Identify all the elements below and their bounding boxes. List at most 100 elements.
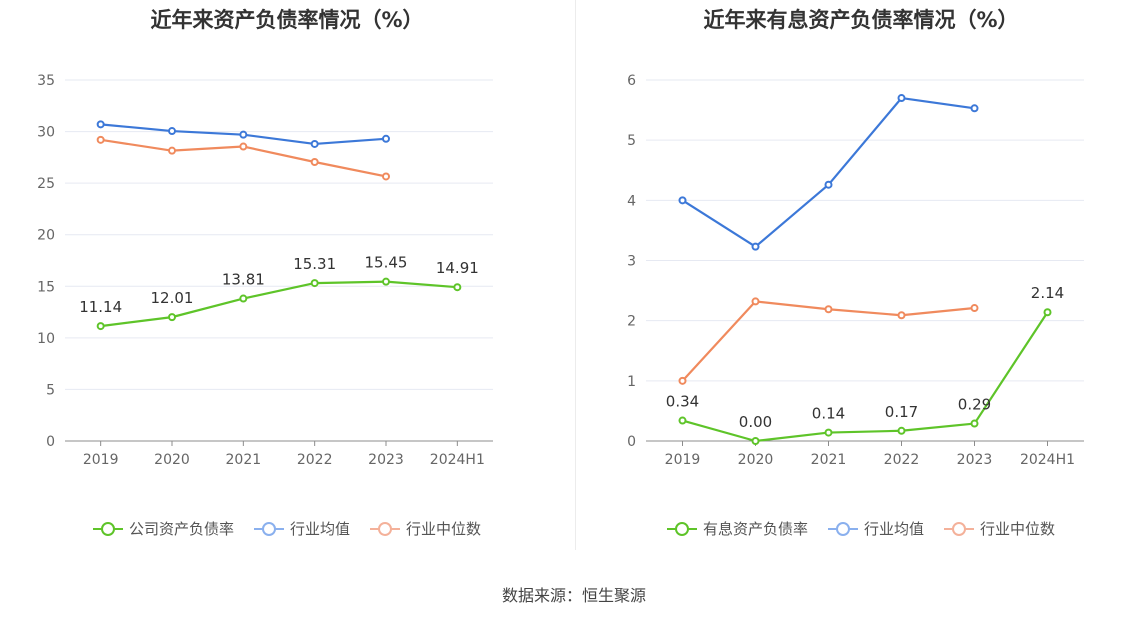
data-point bbox=[751, 437, 760, 445]
data-label: 0.14 bbox=[812, 405, 845, 423]
legend-label: 公司资产负债率 bbox=[128, 520, 234, 538]
data-point bbox=[824, 428, 833, 437]
series-line bbox=[681, 96, 975, 248]
data-point bbox=[310, 157, 319, 166]
legend-item-industry-median[interactable]: 行业中位数 bbox=[944, 518, 1055, 539]
data-point bbox=[382, 277, 390, 286]
legend-swatch-icon bbox=[944, 521, 974, 536]
legend-swatch-icon bbox=[666, 521, 697, 536]
data-label: 2.14 bbox=[1031, 284, 1064, 302]
data-label: 13.81 bbox=[222, 271, 265, 289]
y-tick-label: 5 bbox=[46, 382, 55, 398]
legend-item-interest-bearing[interactable]: 有息资产负债率 bbox=[666, 518, 808, 539]
data-point bbox=[824, 305, 833, 314]
data-point bbox=[1043, 308, 1052, 317]
x-tick-label: 2021 bbox=[226, 452, 262, 468]
x-tick-label: 2021 bbox=[811, 452, 847, 468]
data-point bbox=[678, 416, 687, 425]
data-point bbox=[382, 172, 390, 181]
y-tick-label: 0 bbox=[627, 434, 636, 450]
y-tick-label: 4 bbox=[627, 193, 636, 209]
legend-item-industry-mean[interactable]: 行业均值 bbox=[253, 518, 350, 539]
data-point bbox=[239, 142, 248, 151]
legend-label: 有息资产负债率 bbox=[702, 520, 808, 538]
data-source: 数据来源：恒生聚源 bbox=[501, 586, 646, 605]
data-point bbox=[453, 283, 462, 292]
y-tick-label: 6 bbox=[627, 73, 636, 89]
y-tick-label: 20 bbox=[37, 228, 55, 244]
series-line bbox=[681, 300, 975, 382]
y-tick-label: 30 bbox=[37, 125, 55, 141]
data-point bbox=[897, 311, 906, 320]
y-tick-label: 3 bbox=[627, 254, 636, 270]
chart-title: 近年来资产负债率情况（%） bbox=[150, 8, 424, 32]
data-label: 0.17 bbox=[885, 403, 918, 421]
chart-plot: 0 5 10 15 20 25 30 35 2019 2020 2021 2022 2023 2024H1… bbox=[37, 73, 493, 468]
data-label: 15.31 bbox=[293, 255, 336, 273]
data-point bbox=[897, 426, 906, 435]
data-point bbox=[239, 130, 248, 139]
x-tick-label: 2019 bbox=[665, 452, 701, 468]
data-point bbox=[678, 196, 687, 205]
legend-label: 行业均值 bbox=[289, 520, 350, 538]
x-tick-label: 2023 bbox=[368, 452, 404, 468]
data-point bbox=[310, 139, 319, 148]
x-tick-label: 2024H1 bbox=[1020, 452, 1075, 468]
data-point bbox=[751, 297, 760, 306]
legend-swatch-icon bbox=[92, 521, 123, 536]
data-point bbox=[239, 294, 248, 303]
data-point bbox=[96, 120, 105, 129]
legend-label: 行业中位数 bbox=[406, 520, 482, 538]
data-point bbox=[678, 376, 687, 385]
x-tick-label: 2022 bbox=[297, 452, 333, 468]
data-label: 12.01 bbox=[151, 289, 194, 307]
data-point bbox=[96, 322, 105, 331]
legend-swatch-icon bbox=[827, 521, 858, 536]
x-tick-label: 2020 bbox=[154, 452, 190, 468]
data-label: 11.14 bbox=[79, 298, 122, 316]
data-label: 0.00 bbox=[739, 413, 772, 431]
y-tick-label: 0 bbox=[46, 434, 55, 450]
data-point bbox=[751, 242, 760, 251]
x-tick-label: 2020 bbox=[738, 452, 774, 468]
chart-title: 近年来有息资产负债率情况（%） bbox=[703, 8, 1019, 32]
data-point bbox=[96, 135, 105, 144]
data-label: 15.45 bbox=[365, 254, 408, 272]
x-tick-label: 2024H1 bbox=[430, 452, 485, 468]
x-tick-label: 2023 bbox=[957, 452, 993, 468]
y-tick-label: 1 bbox=[627, 374, 636, 390]
data-point bbox=[382, 134, 390, 143]
data-point bbox=[897, 94, 906, 103]
y-tick-label: 5 bbox=[627, 133, 636, 149]
legend-label: 行业中位数 bbox=[980, 520, 1056, 538]
y-tick-label: 35 bbox=[37, 73, 55, 89]
data-label: 14.91 bbox=[436, 259, 479, 277]
legend-label: 行业均值 bbox=[863, 520, 924, 538]
legend-item-industry-median[interactable]: 行业中位数 bbox=[370, 518, 481, 539]
y-tick-label: 2 bbox=[627, 314, 636, 330]
legend: 有息资产负债率 行业均值 行业中位数 bbox=[574, 518, 1148, 539]
chart-right: 近年来有息资产负债率情况（%） 0 1 2 3 4 5 6 2019 2020 2021 2022 2… bbox=[574, 0, 1148, 560]
series-line bbox=[682, 311, 1049, 443]
chart-plot: 0 1 2 3 4 5 6 2019 2020 2021 2022 2023 2024H1 0.34 0.0… bbox=[627, 73, 1084, 468]
chart-left: 近年来资产负债率情况（%） 0 5 10 15 20 25 30 35 2019 2020 2021… bbox=[0, 0, 574, 560]
data-point bbox=[970, 419, 979, 428]
data-point bbox=[970, 304, 979, 313]
panel-divider bbox=[575, 0, 576, 550]
legend: 公司资产负债率 行业均值 行业中位数 bbox=[0, 518, 574, 539]
data-point bbox=[824, 180, 833, 189]
x-tick-label: 2019 bbox=[83, 452, 119, 468]
data-label: 0.29 bbox=[958, 396, 991, 414]
data-point bbox=[168, 146, 176, 155]
data-point bbox=[310, 279, 319, 288]
legend-item-industry-mean[interactable]: 行业均值 bbox=[827, 518, 924, 539]
y-tick-label: 15 bbox=[37, 279, 55, 295]
y-tick-label: 10 bbox=[37, 331, 55, 347]
legend-swatch-icon bbox=[370, 521, 400, 536]
x-tick-label: 2022 bbox=[884, 452, 920, 468]
legend-swatch-icon bbox=[253, 521, 284, 536]
y-tick-label: 25 bbox=[37, 176, 55, 192]
series-line bbox=[100, 280, 458, 328]
legend-item-company[interactable]: 公司资产负债率 bbox=[92, 518, 234, 539]
data-label: 0.34 bbox=[666, 393, 699, 411]
